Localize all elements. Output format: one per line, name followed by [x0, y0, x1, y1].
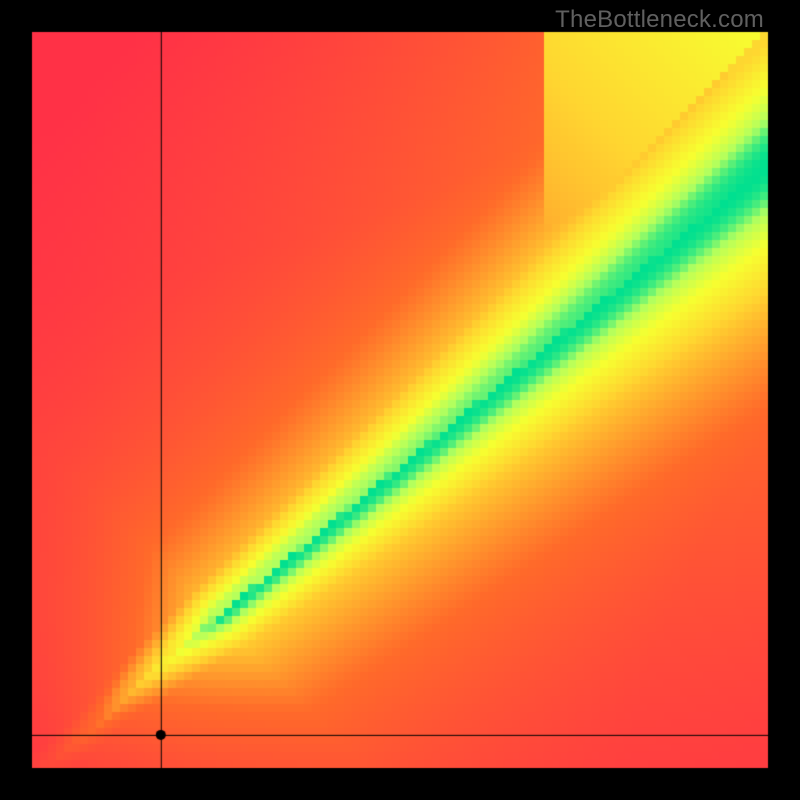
chart-container: TheBottleneck.com — [0, 0, 800, 800]
heatmap-canvas — [0, 0, 800, 800]
watermark-text: TheBottleneck.com — [555, 6, 764, 34]
